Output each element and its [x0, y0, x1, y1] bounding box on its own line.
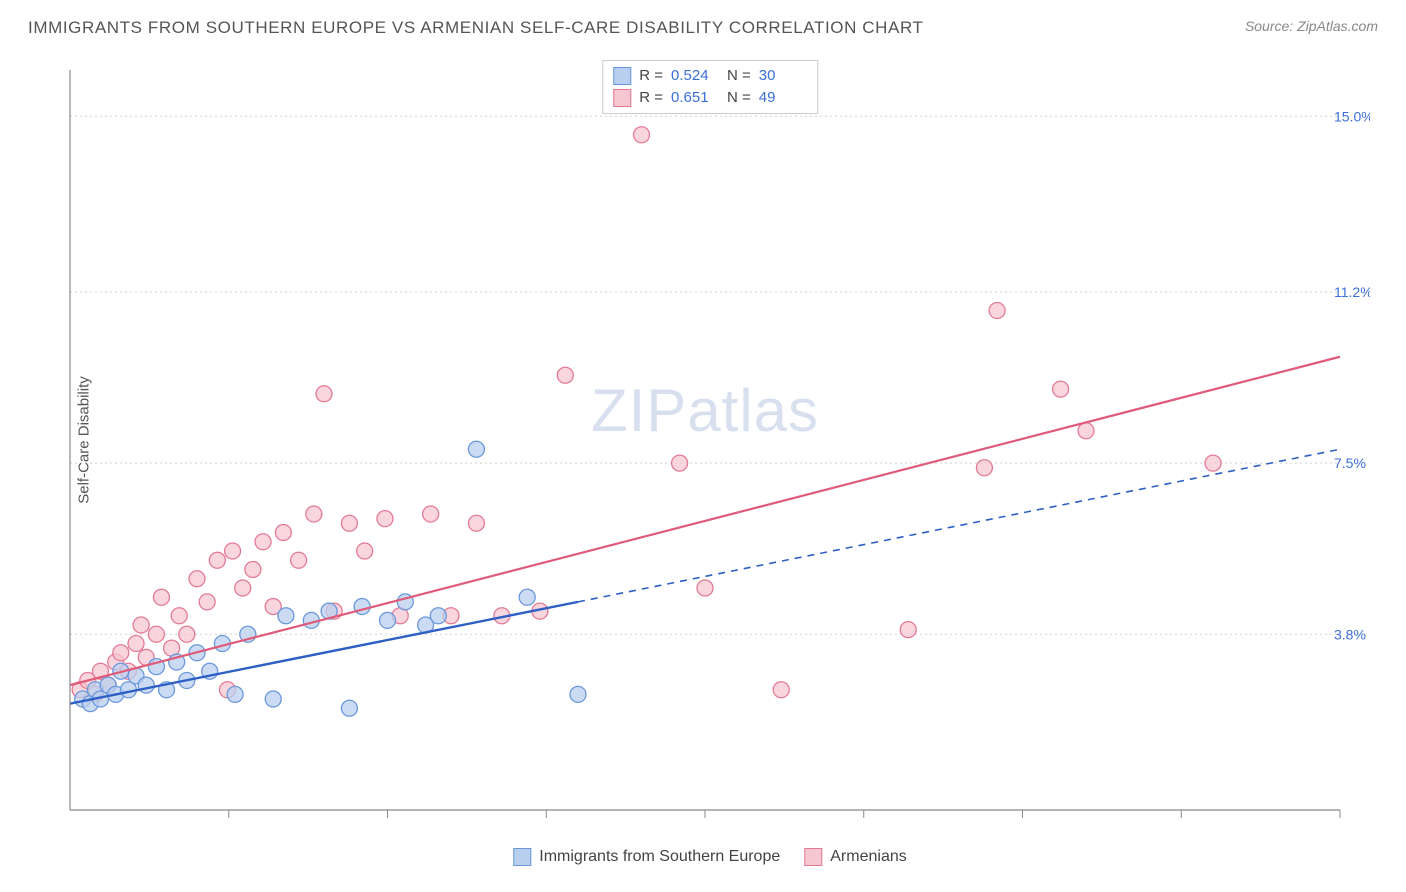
legend-label: Immigrants from Southern Europe — [539, 848, 780, 866]
armenians-point — [697, 580, 713, 596]
immigrants-point — [138, 677, 154, 693]
armenians-point — [199, 594, 215, 610]
legend-item-immigrants: Immigrants from Southern Europe — [513, 848, 780, 866]
legend-stats-row-immigrants: R = 0.524 N = 30 — [613, 65, 807, 87]
immigrants-trendline-dashed — [578, 449, 1340, 602]
armenians-point — [357, 543, 373, 559]
source-attribution: Source: ZipAtlas.com — [1245, 18, 1378, 34]
chart-title: IMMIGRANTS FROM SOUTHERN EUROPE VS ARMEN… — [28, 18, 924, 38]
legend-label: Armenians — [830, 848, 906, 866]
armenians-point — [341, 515, 357, 531]
armenians-swatch — [613, 89, 631, 107]
y-tick-label: 15.0% — [1334, 108, 1370, 124]
immigrants-swatch — [513, 848, 531, 866]
y-tick-label: 7.5% — [1334, 455, 1366, 471]
legend-series: Immigrants from Southern Europe Armenians — [513, 848, 906, 866]
armenians-point — [557, 367, 573, 383]
watermark: ZIPatlas — [591, 377, 819, 444]
armenians-point — [189, 571, 205, 587]
armenians-point — [1053, 381, 1069, 397]
armenians-point — [148, 626, 164, 642]
immigrants-point — [430, 608, 446, 624]
legend-stats: R = 0.524 N = 30 R = 0.651 N = 49 — [602, 60, 818, 114]
armenians-point — [1078, 423, 1094, 439]
y-tick-label: 11.2% — [1334, 284, 1370, 300]
n-label: N = — [727, 65, 751, 87]
n-label: N = — [727, 87, 751, 109]
armenians-point — [128, 636, 144, 652]
y-axis-label: Self-Care Disability — [75, 376, 92, 504]
armenians-point — [773, 682, 789, 698]
armenians-point — [179, 626, 195, 642]
armenians-point — [235, 580, 251, 596]
immigrants-point — [341, 700, 357, 716]
armenians-point — [255, 534, 271, 550]
armenians-point — [306, 506, 322, 522]
source-name: ZipAtlas.com — [1297, 18, 1378, 34]
armenians-point — [989, 303, 1005, 319]
immigrants-swatch — [613, 67, 631, 85]
r-value: 0.651 — [671, 87, 719, 109]
armenians-swatch — [804, 848, 822, 866]
armenians-point — [634, 127, 650, 143]
n-value: 49 — [759, 87, 807, 109]
armenians-point — [900, 622, 916, 638]
immigrants-point — [265, 691, 281, 707]
armenians-point — [468, 515, 484, 531]
n-value: 30 — [759, 65, 807, 87]
armenians-point — [153, 589, 169, 605]
r-value: 0.524 — [671, 65, 719, 87]
armenians-point — [113, 645, 129, 661]
immigrants-point — [380, 612, 396, 628]
armenians-point — [976, 460, 992, 476]
y-tick-label: 3.8% — [1334, 626, 1366, 642]
scatter-chart: 3.8%7.5%11.2%15.0%ZIPatlas0.0%50.0% — [50, 60, 1370, 820]
armenians-point — [672, 455, 688, 471]
r-label: R = — [639, 65, 663, 87]
legend-item-armenians: Armenians — [804, 848, 906, 866]
armenians-point — [377, 511, 393, 527]
immigrants-point — [227, 686, 243, 702]
immigrants-point — [570, 686, 586, 702]
immigrants-point — [278, 608, 294, 624]
header: IMMIGRANTS FROM SOUTHERN EUROPE VS ARMEN… — [0, 0, 1406, 48]
armenians-point — [291, 552, 307, 568]
armenians-point — [225, 543, 241, 559]
source-label: Source: — [1245, 18, 1293, 34]
immigrants-point — [519, 589, 535, 605]
armenians-point — [209, 552, 225, 568]
armenians-point — [316, 386, 332, 402]
armenians-point — [423, 506, 439, 522]
armenians-point — [1205, 455, 1221, 471]
legend-stats-row-armenians: R = 0.651 N = 49 — [613, 87, 807, 109]
armenians-point — [171, 608, 187, 624]
armenians-point — [245, 562, 261, 578]
armenians-point — [275, 525, 291, 541]
plot-area: Self-Care Disability 3.8% 7.5% 11.2% 15.0% Z… — [50, 60, 1370, 820]
r-label: R = — [639, 87, 663, 109]
armenians-point — [133, 617, 149, 633]
immigrants-point — [468, 441, 484, 457]
